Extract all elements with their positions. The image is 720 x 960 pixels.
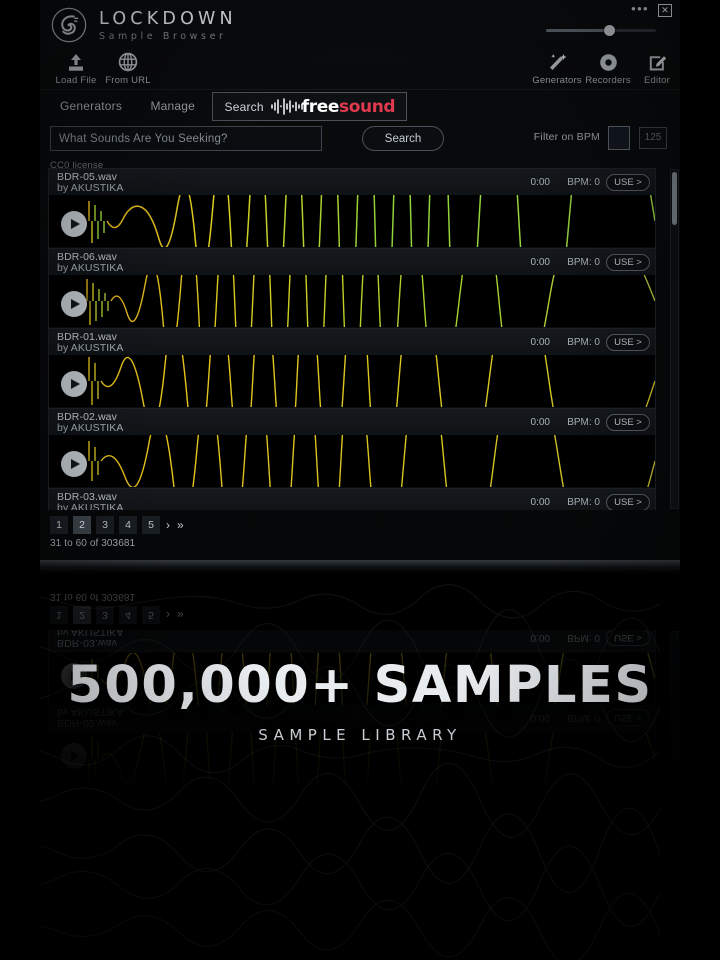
play-button[interactable] [61, 371, 87, 397]
freesound-waveform-logo [271, 98, 303, 115]
page-button-3[interactable]: 3 [96, 516, 114, 534]
app-window: LOCKDOWN Sample Browser ••• ✕ Load File [40, 0, 680, 570]
from-url-label: From URL [105, 75, 151, 86]
pagination: 1 2 3 4 5 › » [50, 516, 185, 534]
page-button-5[interactable]: 5 [142, 516, 160, 534]
sample-bpm: BPM: 0 [567, 497, 600, 508]
sample-author: by AKUSTIKA [57, 342, 124, 354]
tab-bar: Generators Manage Search free sound [40, 90, 680, 126]
bpm-filter-label: Filter on BPM [533, 131, 600, 143]
tab-generators[interactable]: Generators [48, 92, 134, 120]
from-url-button[interactable]: From URL [100, 52, 156, 86]
globe-icon [100, 52, 156, 72]
recorders-label: Recorders [585, 75, 631, 86]
table-row[interactable]: BDR-01.wav by AKUSTIKA 0:00 BPM: 0 USE > [48, 328, 656, 408]
play-button[interactable] [61, 291, 87, 317]
sample-bpm: BPM: 0 [567, 417, 600, 428]
scrollbar-thumb[interactable] [672, 172, 677, 225]
sample-duration: 0:00 [530, 337, 550, 348]
generators-button[interactable]: Generators [529, 52, 585, 86]
tab-generators-label: Generators [60, 99, 123, 113]
table-row[interactable]: BDR-06.wav by AKUSTIKA 0:00 BPM: 0 USE > [48, 248, 656, 328]
tab-manage-label: Manage [150, 99, 196, 113]
sample-duration: 0:00 [530, 417, 550, 428]
table-row[interactable]: BDR-03.wav by AKUSTIKA 0:00 BPM: 0 USE > [48, 488, 656, 510]
tab-search-label: Search [224, 99, 264, 114]
pencil-edit-icon [634, 52, 680, 72]
table-row[interactable]: BDR-02.wav by AKUSTIKA 0:00 BPM: 0 USE > [48, 408, 656, 488]
brand-subtitle: Sample Browser [99, 31, 227, 42]
waveform[interactable] [49, 435, 655, 487]
waveform[interactable] [49, 195, 655, 247]
brand-logo: LOCKDOWN Sample Browser [50, 6, 237, 44]
magic-wand-icon [529, 52, 585, 72]
brand-title: LOCKDOWN [99, 8, 237, 29]
next-page-icon[interactable]: › [166, 518, 170, 532]
use-button[interactable]: USE > [606, 174, 650, 191]
waveform[interactable] [49, 275, 655, 327]
editor-button[interactable]: Editor [634, 52, 680, 86]
bpm-filter-checkbox[interactable] [608, 126, 630, 150]
search-bar: Search Filter on BPM 125 [40, 126, 680, 160]
sample-bpm: BPM: 0 [567, 337, 600, 348]
load-file-button[interactable]: Load File [48, 52, 104, 86]
recorders-button[interactable]: Recorders [580, 52, 636, 86]
lockdown-circle-logo [51, 7, 87, 43]
use-button[interactable]: USE > [606, 254, 650, 271]
generators-label: Generators [532, 75, 582, 86]
page-button-1[interactable]: 1 [50, 516, 68, 534]
result-count-label: 31 to 60 of 303681 [50, 538, 136, 549]
top-toolbar: Load File From URL Generators [40, 50, 680, 90]
editor-label: Editor [643, 75, 671, 86]
right-letterbox [680, 0, 720, 960]
volume-fill [546, 29, 609, 32]
sample-author: by AKUSTIKA [57, 262, 124, 274]
close-icon[interactable]: ✕ [658, 4, 672, 17]
sample-duration: 0:00 [530, 257, 550, 268]
use-button[interactable]: USE > [606, 494, 650, 510]
page-button-2[interactable]: 2 [73, 516, 91, 534]
table-row[interactable]: BDR-05.wav by AKUSTIKA 0:00 BPM: 0 USE > [48, 168, 656, 248]
volume-slider[interactable] [546, 25, 656, 36]
menu-dots-icon[interactable]: ••• [631, 1, 649, 16]
results-scrollbar[interactable] [670, 169, 679, 509]
record-dot-icon [580, 52, 636, 72]
sample-bpm: BPM: 0 [567, 177, 600, 188]
sample-duration: 0:00 [530, 497, 550, 508]
freesound-sound-text: sound [339, 96, 396, 117]
title-bar: LOCKDOWN Sample Browser ••• ✕ [40, 0, 680, 50]
volume-knob[interactable] [604, 25, 615, 36]
page-button-4[interactable]: 4 [119, 516, 137, 534]
results-list: BDR-05.wav by AKUSTIKA 0:00 BPM: 0 USE > [48, 168, 672, 510]
left-letterbox [0, 0, 40, 960]
use-button[interactable]: USE > [606, 334, 650, 351]
freesound-free-text: free [301, 96, 340, 117]
sample-author: by AKUSTIKA [57, 422, 124, 434]
last-page-icon[interactable]: » [177, 518, 184, 532]
waveform[interactable] [49, 355, 655, 407]
sample-bpm: BPM: 0 [567, 257, 600, 268]
bpm-value-field[interactable]: 125 [639, 127, 667, 149]
upload-icon [48, 52, 104, 72]
tab-search-freesound[interactable]: Search free sound [211, 92, 408, 121]
load-file-label: Load File [55, 75, 97, 86]
sample-duration: 0:00 [530, 177, 550, 188]
tab-manage[interactable]: Manage [138, 92, 207, 120]
sample-author: by AKUSTIKA [57, 182, 124, 194]
sample-author: by AKUSTIKA [57, 502, 124, 510]
use-button[interactable]: USE > [606, 414, 650, 431]
play-button[interactable] [61, 211, 87, 237]
search-input[interactable] [50, 126, 322, 151]
play-button[interactable] [61, 451, 87, 477]
search-button[interactable]: Search [362, 126, 444, 151]
